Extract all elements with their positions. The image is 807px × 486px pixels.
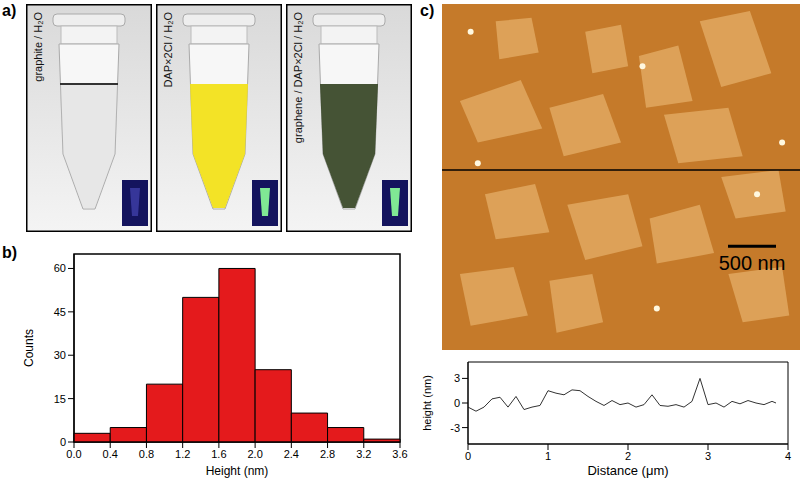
svg-text:0.8: 0.8	[139, 448, 154, 460]
html-text:b): b)	[2, 244, 18, 261]
svg-text:3: 3	[454, 372, 460, 384]
html-text:a): a)	[2, 2, 17, 19]
svg-text:15: 15	[54, 393, 66, 405]
svg-text:500 nm: 500 nm	[719, 252, 786, 274]
svg-text:1: 1	[545, 450, 551, 462]
html-text:c): c)	[420, 2, 435, 19]
svg-text:0: 0	[60, 436, 66, 448]
svg-text:0: 0	[454, 397, 460, 409]
svg-text:30: 30	[54, 349, 66, 361]
svg-text:45: 45	[54, 306, 66, 318]
svg-text:height (nm): height (nm)	[421, 375, 433, 431]
svg-text:DAP×2Cl / H₂O: DAP×2Cl / H₂O	[162, 12, 174, 88]
svg-text:2: 2	[625, 450, 631, 462]
svg-text:Distance (μm): Distance (μm)	[587, 463, 668, 478]
svg-text:Counts: Counts	[22, 329, 36, 367]
svg-text:3.2: 3.2	[356, 448, 371, 460]
svg-text:0.4: 0.4	[103, 448, 118, 460]
svg-text:Height (nm): Height (nm)	[206, 464, 269, 478]
svg-text:0: 0	[465, 450, 471, 462]
svg-text:graphite / H₂O: graphite / H₂O	[32, 12, 44, 82]
svg-text:0.0: 0.0	[66, 448, 81, 460]
svg-text:60: 60	[54, 262, 66, 274]
svg-text:1.2: 1.2	[175, 448, 190, 460]
svg-text:-3: -3	[450, 422, 460, 434]
svg-text:2.0: 2.0	[247, 448, 262, 460]
svg-text:2.4: 2.4	[284, 448, 299, 460]
svg-text:graphene / DAP×2Cl / H₂O: graphene / DAP×2Cl / H₂O	[292, 12, 304, 144]
svg-text:3: 3	[705, 450, 711, 462]
svg-text:4: 4	[785, 450, 791, 462]
svg-text:1.6: 1.6	[211, 448, 226, 460]
svg-text:3.6: 3.6	[392, 448, 407, 460]
svg-text:2.8: 2.8	[320, 448, 335, 460]
